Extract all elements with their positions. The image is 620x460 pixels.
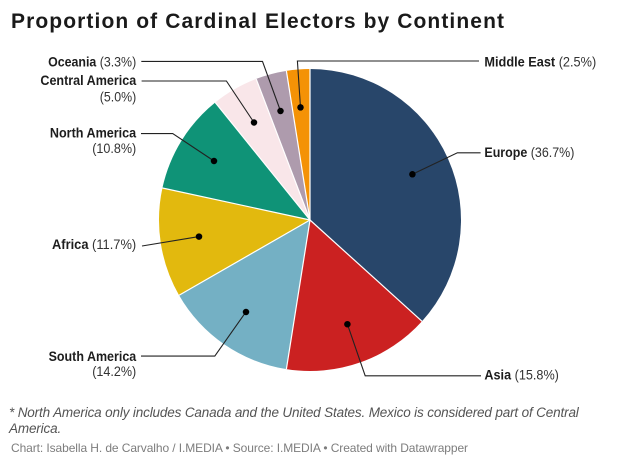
svg-text:Asia (15.8%): Asia (15.8%) (484, 367, 558, 383)
svg-text:South America: South America (49, 348, 137, 364)
svg-text:Europe (36.7%): Europe (36.7%) (484, 144, 574, 160)
svg-text:Middle East (2.5%): Middle East (2.5%) (484, 53, 596, 69)
svg-text:(10.8%): (10.8%) (92, 140, 136, 156)
svg-text:(14.2%): (14.2%) (92, 363, 136, 379)
svg-text:Oceania (3.3%): Oceania (3.3%) (48, 54, 136, 70)
svg-text:Africa (11.7%): Africa (11.7%) (52, 236, 136, 252)
svg-text:North America: North America (50, 125, 136, 141)
svg-text:Central America: Central America (40, 72, 136, 88)
svg-text:(5.0%): (5.0%) (100, 88, 136, 104)
